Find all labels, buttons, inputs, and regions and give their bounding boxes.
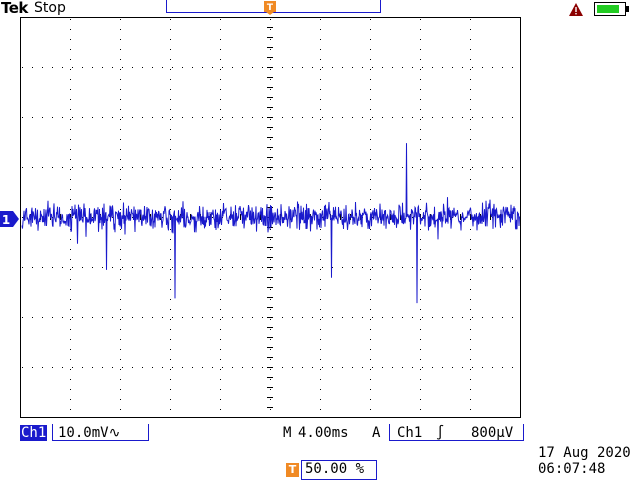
trigger-mode-label: A [372, 425, 381, 441]
ac-coupling-icon: ∿ [108, 425, 121, 441]
rising-edge-icon: ∫ [436, 425, 445, 441]
ch1-label[interactable]: Ch1 [20, 425, 48, 441]
warning-triangle-icon [569, 3, 583, 16]
run-state-label: Stop [34, 0, 66, 16]
waveform-display[interactable] [20, 17, 522, 421]
record-bar-left-cap [166, 0, 167, 11]
trigger-marker-letter: T [267, 3, 274, 13]
trigger-position-icon: T [286, 463, 299, 477]
ch1-marker-label: 1 [2, 213, 10, 227]
brand-label: Tek [1, 0, 28, 17]
ch1-scale-value: 10.0mV [58, 425, 109, 441]
trigger-level-readout[interactable]: 800µV [471, 425, 514, 441]
record-bar-right-cap [380, 0, 381, 11]
trigger-position-marker-top: T [264, 1, 276, 15]
date-readout: 17 Aug 2020 [538, 445, 631, 461]
battery-icon [594, 2, 629, 16]
battery-terminal [626, 6, 629, 12]
ch1-waveform-trace [21, 143, 520, 304]
record-length-bar [166, 0, 381, 13]
timebase-prefix: M [283, 425, 292, 441]
time-readout: 06:07:48 [538, 461, 606, 477]
trigger-source-readout[interactable]: Ch1 [397, 425, 423, 441]
ch1-ground-marker[interactable]: 1 [0, 210, 20, 228]
ch1-scale-readout[interactable]: 10.0mV∿ [58, 425, 120, 441]
ch1-scale-box [52, 424, 149, 441]
battery-fill [597, 5, 619, 13]
timebase-readout[interactable]: 4.00ms [298, 425, 349, 441]
trigger-position-readout[interactable]: 50.00 % [305, 461, 365, 477]
trigger-readout-box [389, 424, 524, 441]
